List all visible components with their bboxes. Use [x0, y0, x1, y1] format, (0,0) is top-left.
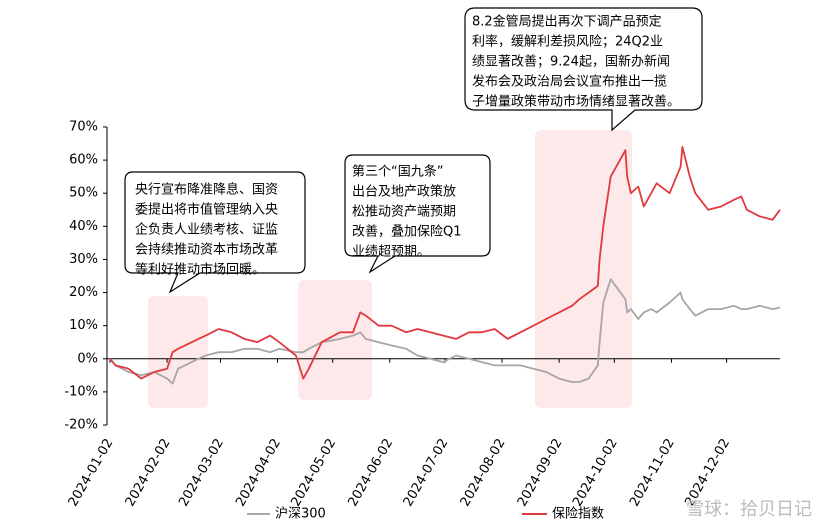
x-tick-label: 2024-08-02 [458, 436, 509, 509]
x-tick-label: 2024-07-02 [401, 436, 452, 509]
callout-box [464, 7, 703, 132]
callout-text: 企负责人业绩考核、证监 [135, 222, 278, 238]
callout-text: 等利好推动市场回暖。 [135, 262, 265, 278]
series-line [109, 146, 781, 380]
callout-text: 改善，叠加保险Q1 [352, 224, 462, 240]
x-tick-label: 2024-09-02 [515, 436, 566, 509]
legend-label: 保险指数 [552, 507, 604, 522]
callout-text: 利率，缓解利差损风险；24Q2业 [472, 34, 663, 50]
callout-text: 出台及地产政策放 [352, 184, 456, 200]
callout-text: 委提出将市值管理纳入央 [135, 202, 278, 218]
callout-text: 业绩超预期。 [352, 245, 430, 260]
y-tick-label: 70% [69, 120, 98, 135]
y-tick-label: 40% [69, 219, 98, 234]
series-line [109, 278, 781, 385]
x-tick-label: 2024-02-02 [123, 436, 174, 509]
callout-text: 发布会及政治局会议宣布推出一揽 [472, 74, 667, 90]
x-tick-label: 2024-01-02 [66, 436, 117, 509]
callout-text: 子增量政策带动市场情绪显著改善。 [472, 94, 680, 110]
callout-text: 第三个“国九条” [352, 164, 443, 180]
x-tick-label: 2024-05-02 [288, 436, 339, 509]
callout-text: 绩显著改善；9.24起，国新办新闻 [472, 54, 670, 70]
callout-box [344, 154, 491, 274]
y-tick-label: -10% [64, 384, 98, 399]
x-tick-label: 2024-10-02 [570, 436, 621, 509]
y-tick-label: 0% [77, 351, 98, 366]
legend-label: 沪深300 [275, 506, 326, 522]
x-tick-label: 2024-06-02 [346, 436, 397, 509]
y-tick-label: 10% [69, 318, 98, 333]
callout-text: 央行宣布降准降息、国资 [135, 182, 278, 198]
x-tick-label: 2024-03-02 [176, 436, 227, 509]
y-tick-label: -20% [64, 418, 98, 433]
callout-text: 8.2金管局提出再次下调产品预定 [472, 14, 662, 30]
callout-text: 松推动资产端预期 [352, 205, 456, 220]
highlight-region [535, 130, 632, 408]
y-tick-label: 20% [69, 285, 98, 300]
y-tick-label: 50% [69, 186, 98, 201]
highlight-region [148, 296, 208, 408]
x-tick-label: 2024-11-02 [627, 436, 678, 509]
x-tick-label: 2024-04-02 [233, 436, 284, 509]
callout-text: 会持续推动资本市场改革 [135, 242, 278, 258]
callouts: 央行宣布降准降息、国资委提出将市值管理纳入央企负责人业绩考核、证监会持续推动资本… [124, 7, 703, 294]
y-tick-label: 60% [69, 153, 98, 168]
y-tick-label: 30% [69, 252, 98, 267]
callout-box [124, 171, 306, 294]
watermark: 雪球：拾贝日记 [686, 499, 812, 520]
